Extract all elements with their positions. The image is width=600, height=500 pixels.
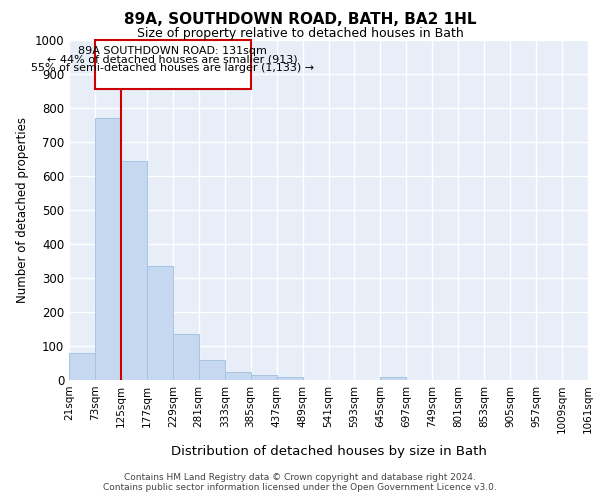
Bar	[224, 372, 251, 380]
Bar	[380, 376, 406, 380]
Bar	[147, 266, 173, 380]
Bar	[69, 353, 95, 380]
Text: 89A, SOUTHDOWN ROAD, BATH, BA2 1HL: 89A, SOUTHDOWN ROAD, BATH, BA2 1HL	[124, 12, 476, 28]
Bar	[95, 118, 121, 380]
Text: Contains HM Land Registry data © Crown copyright and database right 2024.
Contai: Contains HM Land Registry data © Crown c…	[103, 473, 497, 492]
Bar	[69, 353, 95, 380]
Text: 55% of semi-detached houses are larger (1,133) →: 55% of semi-detached houses are larger (…	[31, 63, 314, 73]
Bar	[147, 266, 173, 380]
Bar	[251, 375, 277, 380]
Bar	[277, 376, 302, 380]
Bar	[277, 376, 302, 380]
FancyBboxPatch shape	[95, 40, 251, 90]
Text: 89A SOUTHDOWN ROAD: 131sqm: 89A SOUTHDOWN ROAD: 131sqm	[79, 46, 267, 56]
Text: ← 44% of detached houses are smaller (913): ← 44% of detached houses are smaller (91…	[47, 54, 298, 64]
Bar	[121, 160, 147, 380]
Bar	[121, 160, 147, 380]
Bar	[380, 376, 406, 380]
X-axis label: Distribution of detached houses by size in Bath: Distribution of detached houses by size …	[170, 444, 487, 458]
Bar	[224, 372, 251, 380]
Bar	[95, 118, 121, 380]
Bar	[251, 375, 277, 380]
Bar	[199, 360, 224, 380]
Y-axis label: Number of detached properties: Number of detached properties	[16, 117, 29, 303]
Text: Size of property relative to detached houses in Bath: Size of property relative to detached ho…	[137, 28, 463, 40]
Bar	[173, 334, 199, 380]
Bar	[199, 360, 224, 380]
Bar	[173, 334, 199, 380]
